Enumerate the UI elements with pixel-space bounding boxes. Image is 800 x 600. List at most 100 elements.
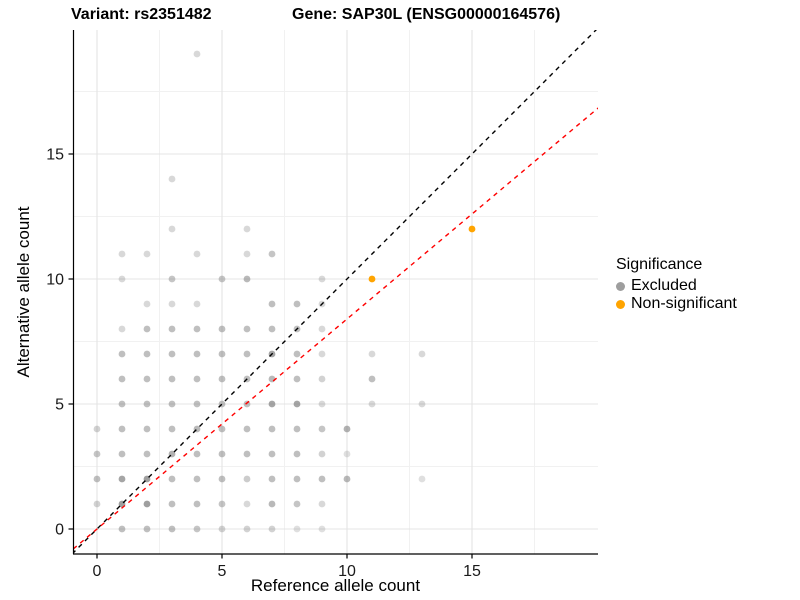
data-point: [418, 400, 426, 408]
data-point: [193, 375, 201, 383]
data-point: [143, 500, 151, 508]
data-point: [218, 425, 226, 433]
data-point: [318, 400, 326, 408]
data-point: [93, 450, 101, 458]
x-tick-label: 15: [463, 563, 481, 580]
data-point: [193, 500, 201, 508]
data-point: [368, 350, 376, 358]
data-point: [293, 300, 301, 308]
data-point: [193, 525, 201, 533]
data-point: [243, 500, 251, 508]
data-point: [218, 500, 226, 508]
series-excluded: [93, 50, 426, 533]
data-point: [118, 350, 126, 358]
data-point: [218, 275, 226, 283]
reference-lines: [73, 30, 598, 554]
data-point: [118, 425, 126, 433]
series-non-significant: [368, 225, 476, 283]
data-point: [243, 250, 251, 258]
data-point: [193, 400, 201, 408]
data-point: [268, 300, 276, 308]
plot-title-gene: Gene: SAP30L (ENSG00000164576): [292, 6, 561, 23]
data-point: [118, 525, 126, 533]
y-tick-label: 15: [46, 147, 64, 164]
data-point: [193, 50, 201, 58]
data-point: [318, 375, 326, 383]
data-point: [168, 525, 176, 533]
data-point: [193, 350, 201, 358]
data-point: [243, 425, 251, 433]
data-point: [243, 225, 251, 233]
data-point: [118, 375, 126, 383]
data-point: [318, 275, 326, 283]
data-point: [268, 400, 276, 408]
data-point: [318, 350, 326, 358]
data-point: [243, 450, 251, 458]
data-point: [143, 375, 151, 383]
data-point: [218, 525, 226, 533]
data-point: [118, 475, 126, 483]
x-tick-label: 10: [338, 563, 356, 580]
data-point: [143, 325, 151, 333]
data-point: [318, 525, 326, 533]
x-tick-label: 5: [218, 563, 227, 580]
data-point: [293, 350, 301, 358]
data-point: [368, 275, 376, 283]
data-point: [168, 475, 176, 483]
y-axis-title: Alternative allele count: [14, 206, 33, 378]
data-point: [468, 225, 476, 233]
data-point: [243, 350, 251, 358]
legend-item-label: Non-significant: [631, 295, 737, 312]
data-point: [418, 350, 426, 358]
data-point: [218, 475, 226, 483]
data-point: [318, 325, 326, 333]
data-point: [118, 400, 126, 408]
data-point: [143, 350, 151, 358]
identity-line: [73, 30, 597, 554]
data-point: [368, 375, 376, 383]
non-significant-point-icon: [616, 299, 625, 309]
y-tick-label: 5: [55, 397, 64, 414]
data-point: [268, 425, 276, 433]
data-point: [168, 300, 176, 308]
data-point: [118, 275, 126, 283]
data-point: [268, 475, 276, 483]
data-point: [243, 400, 251, 408]
data-point: [193, 300, 201, 308]
data-point: [218, 350, 226, 358]
data-point: [93, 500, 101, 508]
x-tick-label: 0: [93, 563, 102, 580]
data-point: [168, 325, 176, 333]
expected-ratio-line: [73, 107, 598, 551]
data-point: [293, 425, 301, 433]
data-point: [268, 250, 276, 258]
data-point: [93, 475, 101, 483]
legend-item-excluded: Excluded: [616, 277, 737, 295]
data-point: [168, 225, 176, 233]
data-point: [318, 450, 326, 458]
data-point: [318, 475, 326, 483]
data-point: [118, 250, 126, 258]
data-point: [243, 275, 251, 283]
data-point: [293, 450, 301, 458]
gridlines: [73, 30, 598, 554]
data-point: [293, 400, 301, 408]
plot-title-variant: Variant: rs2351482: [71, 6, 212, 23]
legend-item-non-significant: Non-significant: [616, 295, 737, 313]
x-axis-title: Reference allele count: [250, 576, 421, 595]
y-tick-label: 10: [46, 272, 64, 289]
data-point: [168, 425, 176, 433]
data-point: [268, 500, 276, 508]
data-point: [168, 500, 176, 508]
data-point: [343, 475, 351, 483]
data-point: [218, 325, 226, 333]
data-point: [118, 450, 126, 458]
data-point: [93, 425, 101, 433]
data-point: [168, 400, 176, 408]
legend-item-label: Excluded: [631, 277, 697, 294]
data-point: [243, 475, 251, 483]
data-point: [218, 450, 226, 458]
y-tick-label: 0: [55, 522, 64, 539]
data-point: [268, 525, 276, 533]
